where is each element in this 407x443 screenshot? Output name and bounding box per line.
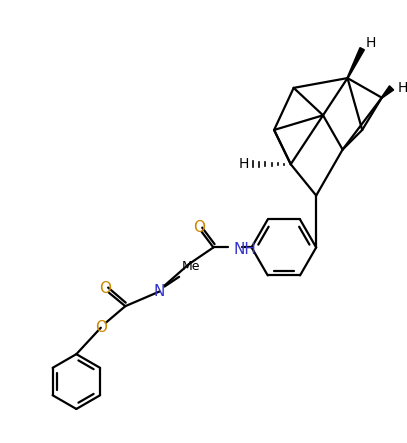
Text: O: O: [95, 320, 107, 335]
Text: N: N: [154, 284, 165, 299]
Text: NH: NH: [234, 242, 257, 257]
Text: O: O: [99, 281, 111, 296]
Text: O: O: [193, 220, 205, 235]
Text: H: H: [365, 36, 376, 50]
Text: H: H: [238, 157, 249, 171]
Text: Me: Me: [182, 260, 201, 273]
Text: H: H: [397, 81, 407, 95]
Polygon shape: [347, 48, 364, 78]
Polygon shape: [381, 86, 394, 98]
